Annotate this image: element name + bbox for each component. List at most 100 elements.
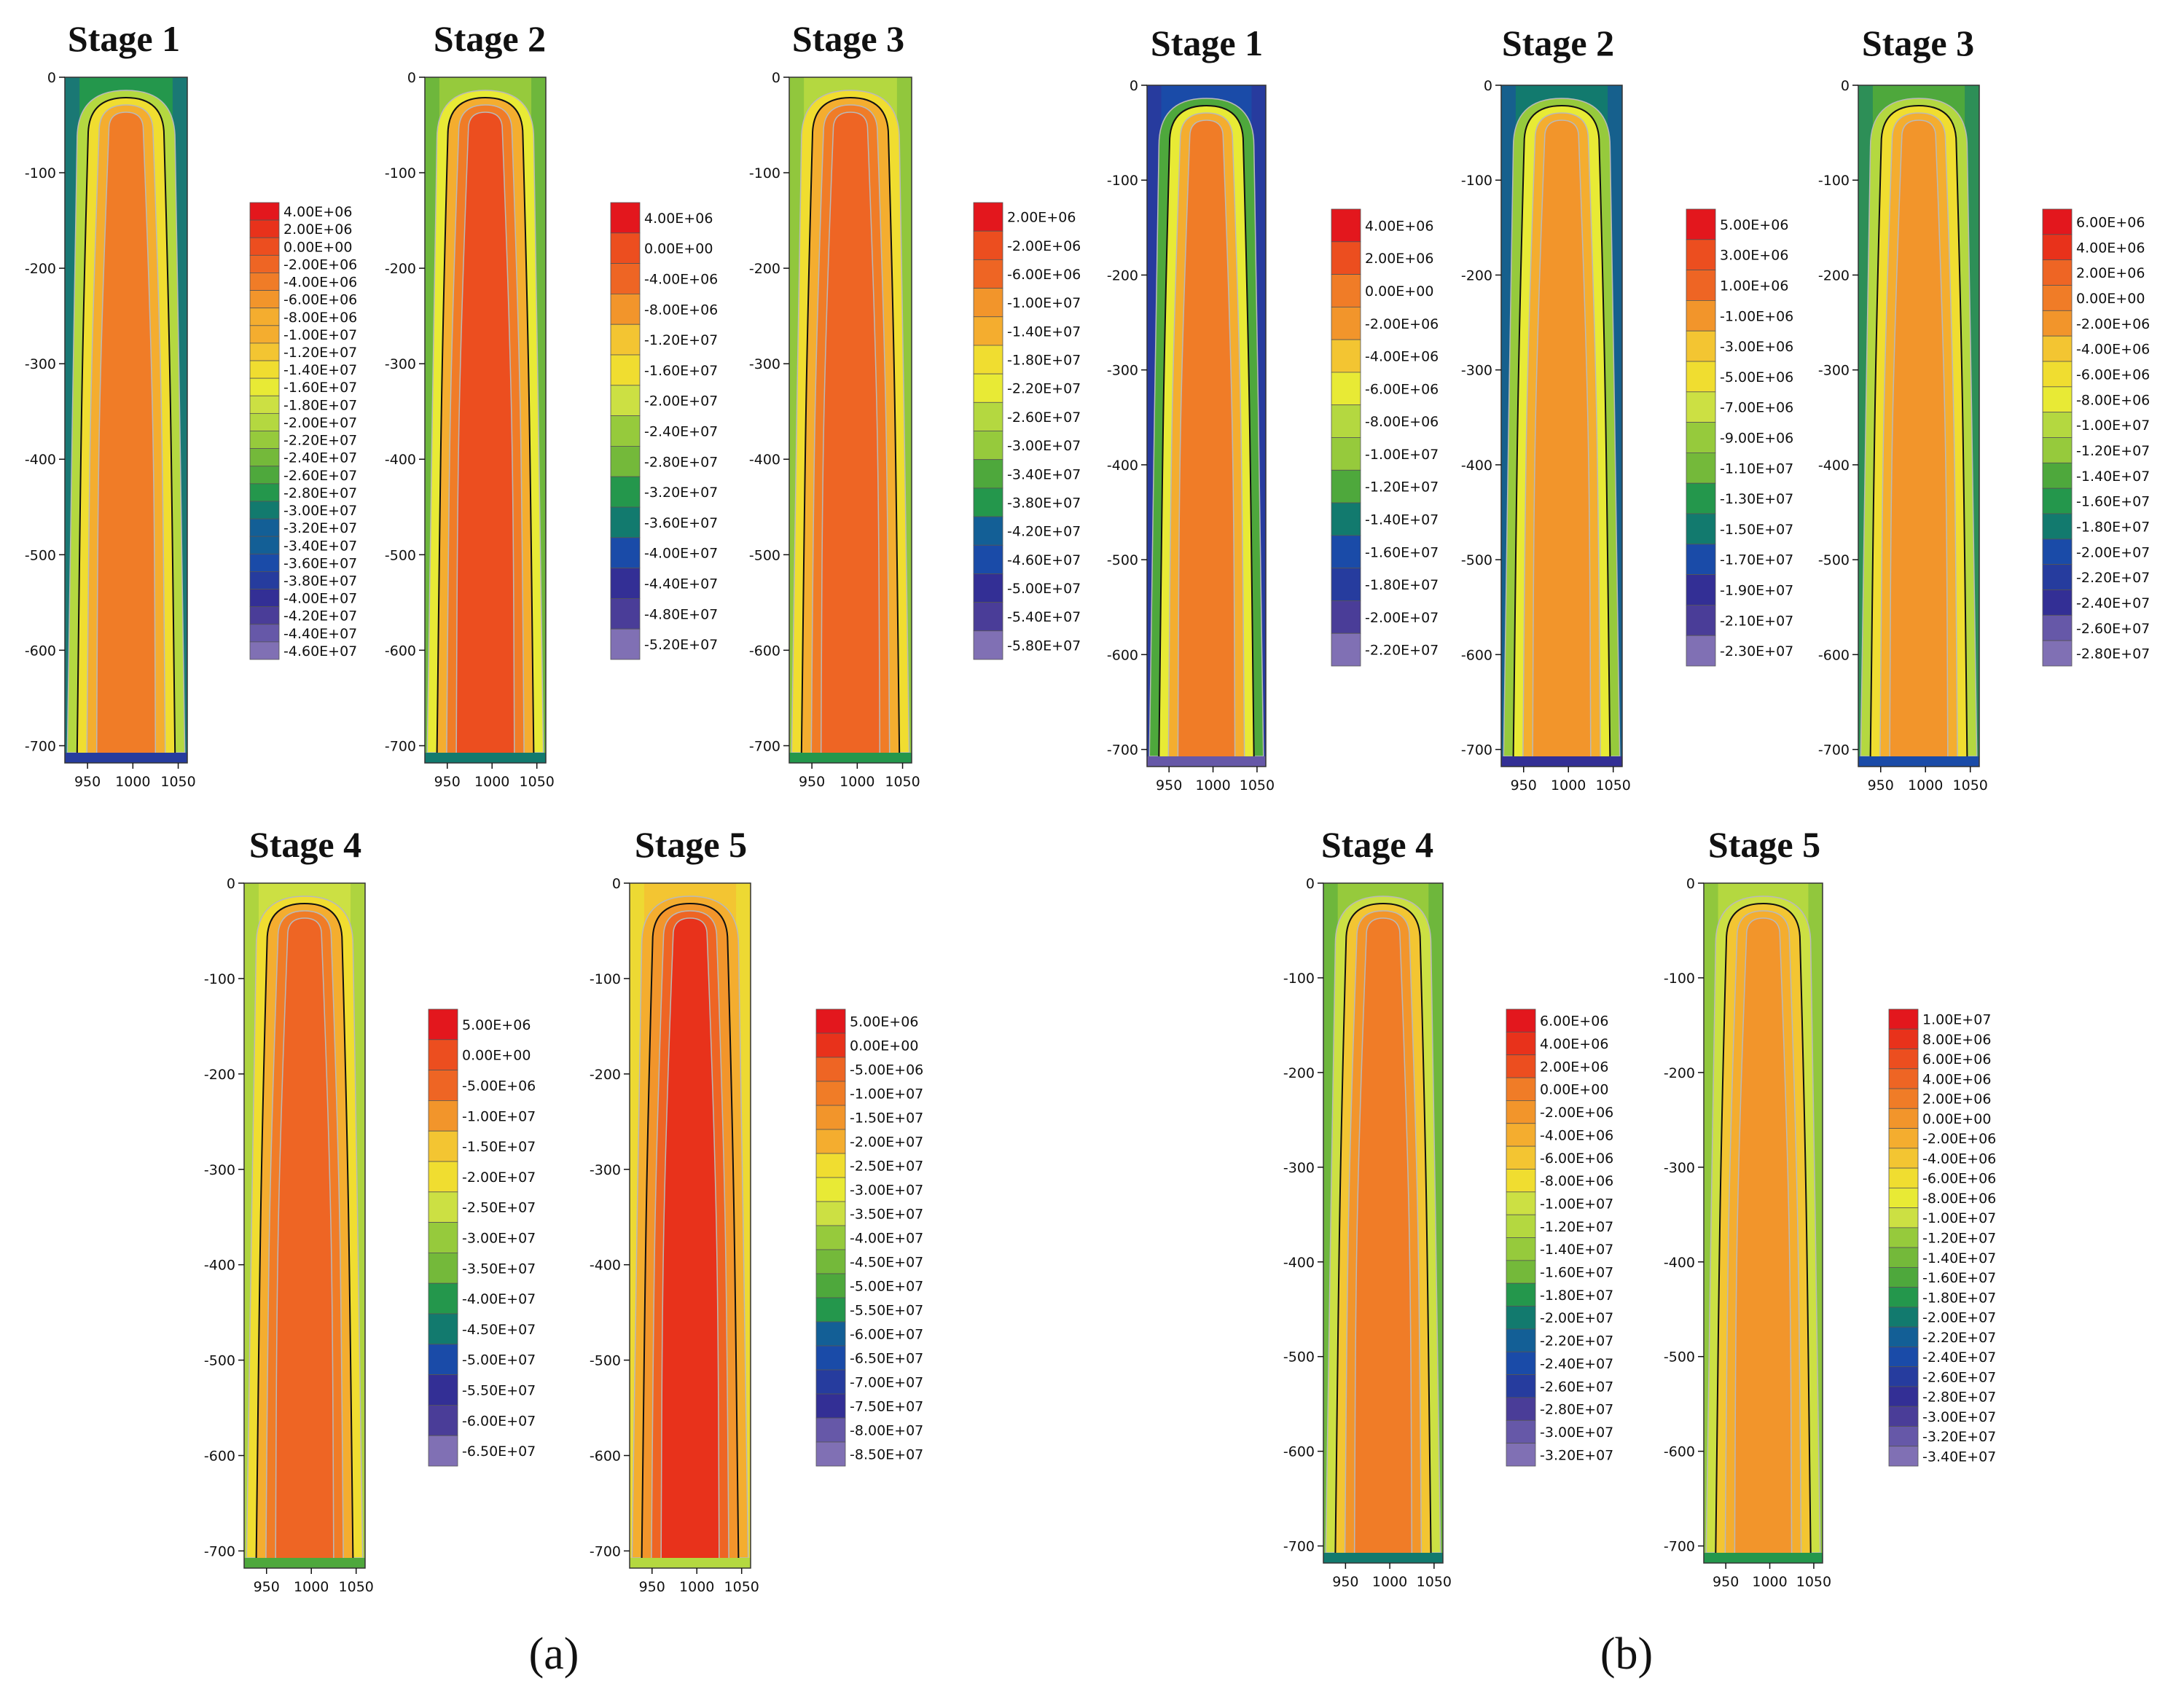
legend-swatch <box>2042 564 2073 590</box>
y-tick-label: -500 <box>204 1353 235 1369</box>
legend-label: -1.40E+07 <box>1922 1250 1996 1266</box>
y-tick-label: 0 <box>1841 78 1850 94</box>
legend-label: 4.00E+06 <box>2076 240 2145 256</box>
y-tick-label: -700 <box>590 1543 621 1559</box>
x-tick-label: 950 <box>434 774 461 790</box>
y-tick-label: 0 <box>1484 78 1492 94</box>
y-tick-label: -300 <box>1107 363 1138 379</box>
legend-swatch <box>815 1008 846 1034</box>
legend-swatch <box>610 506 641 538</box>
y-tick-label: -300 <box>1283 1160 1315 1176</box>
legend-label: -2.40E+07 <box>1922 1349 1996 1366</box>
x-tick-label: 1050 <box>339 1579 374 1595</box>
y-tick-label: -100 <box>749 165 780 181</box>
legend-swatch <box>610 324 641 356</box>
legend-swatch <box>249 501 280 520</box>
legend-swatch <box>2042 513 2073 540</box>
contour-plot-a4: 0 -100 -200 -300 -400 -500 -600 -700 950 1000 1050 <box>204 876 374 1595</box>
legend-swatch <box>249 431 280 450</box>
legend-swatch <box>428 1008 458 1041</box>
y-tick-label: 0 <box>227 876 235 892</box>
contour-plot-a5: 0 -100 -200 -300 -400 -500 -600 -700 950 1000 1050 <box>590 876 759 1595</box>
legend-label: -1.00E+07 <box>1922 1210 1996 1226</box>
legend-label: -8.00E+06 <box>1540 1173 1613 1189</box>
y-tick-label: -700 <box>1107 743 1138 759</box>
x-tick-label: 1000 <box>679 1579 714 1595</box>
legend-swatch <box>610 294 641 325</box>
field-bottom-strip <box>1501 756 1622 767</box>
legend-label: 4.00E+06 <box>1540 1036 1608 1052</box>
legend-label: 6.00E+06 <box>1540 1014 1608 1030</box>
legend-swatch <box>249 202 280 221</box>
y-tick-label: -500 <box>1664 1349 1695 1366</box>
legend-label: -2.00E+06 <box>1922 1131 1996 1147</box>
legend-label: -1.40E+07 <box>283 362 357 378</box>
legend-label: -2.00E+07 <box>850 1135 923 1151</box>
legend-label: -4.40E+07 <box>283 626 357 642</box>
legend-swatch <box>1888 1406 1919 1427</box>
contour-band-4 <box>455 111 515 758</box>
legend-label: -2.80E+07 <box>1540 1402 1613 1418</box>
y-tick-label: -600 <box>25 643 56 659</box>
contour-plot-b5: 0 -100 -200 -300 -400 -500 -600 -700 950 1000 1050 <box>1664 876 1831 1590</box>
x-tick-label: 1000 <box>1551 777 1586 794</box>
legend-swatch <box>1686 239 1716 270</box>
y-tick-label: -400 <box>204 1258 235 1274</box>
legend-label: -4.00E+06 <box>283 275 357 291</box>
field-bottom-strip <box>244 1558 365 1568</box>
legend-swatch <box>428 1070 458 1101</box>
y-tick-label: -600 <box>204 1449 235 1465</box>
legend-swatch <box>249 395 280 414</box>
legend-swatch <box>428 1039 458 1070</box>
x-tick-label: 1000 <box>115 774 150 790</box>
legend-label: -1.60E+07 <box>2076 494 2150 510</box>
legend-label: -1.20E+07 <box>1540 1219 1613 1235</box>
legend-swatch <box>249 606 280 625</box>
y-tick-label: 0 <box>1130 78 1138 94</box>
legend-label: -2.80E+07 <box>644 454 718 470</box>
legend-swatch <box>1331 568 1361 601</box>
x-tick-label: 1000 <box>840 774 874 790</box>
legend-label: -2.00E+06 <box>1007 238 1081 254</box>
legend-swatch <box>2042 487 2073 514</box>
legend-label: -5.00E+06 <box>1720 369 1793 385</box>
contour-plot-b4: 0 -100 -200 -300 -400 -500 -600 -700 950 1000 1050 <box>1283 876 1452 1590</box>
plot-frame <box>629 882 751 1569</box>
stage-title-b3: Stage 3 <box>1861 23 1975 63</box>
legend-label: -7.50E+07 <box>850 1399 923 1415</box>
contour-band-4 <box>95 111 157 758</box>
legend-swatch <box>1888 1347 1919 1368</box>
legend-label: -5.00E+06 <box>462 1078 536 1094</box>
legend-label: -3.20E+07 <box>283 520 357 536</box>
legend-swatch <box>1331 306 1361 340</box>
legend-swatch <box>428 1130 458 1162</box>
field-bottom-strip <box>1858 756 1979 767</box>
legend-swatch <box>249 536 280 555</box>
legend-label: -1.00E+07 <box>1007 295 1081 311</box>
contour-plot-a1: 0 -100 -200 -300 -400 -500 -600 -700 950 1000 1050 <box>25 70 196 790</box>
legend-swatch <box>815 1081 846 1106</box>
y-tick-label: -400 <box>1107 458 1138 474</box>
legend-label: -1.00E+06 <box>1720 308 1793 324</box>
x-tick-label: 1050 <box>1240 777 1275 794</box>
y-tick-label: -300 <box>25 356 56 372</box>
legend-label: -2.00E+07 <box>1540 1310 1613 1326</box>
legend-swatch <box>2042 640 2073 667</box>
legend-label: -1.20E+07 <box>1365 479 1439 495</box>
legend-swatch <box>2042 361 2073 388</box>
legend-label: -2.60E+07 <box>1007 410 1081 426</box>
legend-label: -6.00E+06 <box>2076 367 2150 383</box>
legend-swatch <box>249 360 280 379</box>
legend-swatch <box>973 487 1003 517</box>
legend-swatch <box>1888 1207 1919 1229</box>
legend-label: -1.30E+07 <box>1720 491 1793 507</box>
contour-band-4 <box>1532 120 1592 761</box>
stage-title-a3: Stage 3 <box>791 18 905 59</box>
legend-label: -5.00E+07 <box>462 1352 536 1368</box>
legend-label: -1.80E+07 <box>2076 519 2150 535</box>
legend-label: -6.00E+06 <box>1007 267 1081 283</box>
field-bottom-strip <box>425 753 546 763</box>
legend-swatch <box>1888 1366 1919 1387</box>
y-tick-label: -400 <box>385 452 416 468</box>
legend-swatch <box>610 354 641 386</box>
